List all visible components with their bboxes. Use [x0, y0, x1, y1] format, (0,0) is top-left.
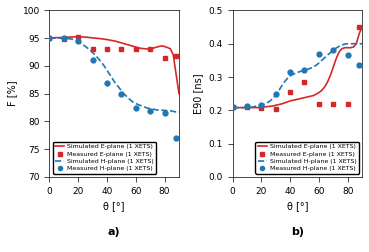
- X-axis label: θ [°]: θ [°]: [103, 201, 125, 211]
- Legend: Simulated E-plane (1 XETS), Measured E-plane (1 XETS), Simulated H-plane (1 XETS: Simulated E-plane (1 XETS), Measured E-p…: [255, 142, 359, 174]
- Text: b): b): [291, 227, 304, 237]
- Legend: Simulated E-plane (1 XETS), Measured E-plane (1 XETS), Simulated H-plane (1 XETS: Simulated E-plane (1 XETS), Measured E-p…: [53, 142, 156, 174]
- Y-axis label: E90 [ns]: E90 [ns]: [193, 73, 203, 114]
- Text: a): a): [108, 227, 121, 237]
- Y-axis label: F [%]: F [%]: [7, 81, 17, 106]
- X-axis label: θ [°]: θ [°]: [287, 201, 308, 211]
